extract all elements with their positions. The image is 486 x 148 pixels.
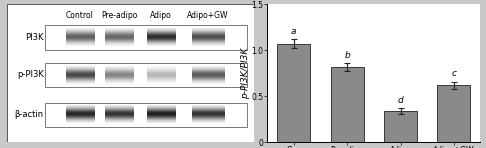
Text: a: a: [291, 27, 296, 36]
Text: d: d: [398, 96, 403, 105]
Text: Adipo+GW: Adipo+GW: [187, 11, 229, 20]
Bar: [46, 25, 247, 50]
Bar: [384, 111, 417, 142]
Text: β-actin: β-actin: [15, 110, 44, 119]
Bar: [277, 44, 310, 142]
Text: Adipo: Adipo: [150, 11, 172, 20]
Bar: [46, 103, 247, 127]
Bar: [437, 85, 470, 142]
Bar: [330, 67, 364, 142]
Text: p-PI3K: p-PI3K: [17, 70, 44, 79]
Text: PI3K: PI3K: [25, 33, 44, 42]
Text: c: c: [451, 69, 456, 78]
Text: Pre-adipo: Pre-adipo: [101, 11, 138, 20]
Text: b: b: [344, 51, 350, 60]
Bar: [46, 63, 247, 87]
Y-axis label: p-PI3K/PI3K: p-PI3K/PI3K: [241, 48, 250, 99]
Text: Control: Control: [66, 11, 94, 20]
